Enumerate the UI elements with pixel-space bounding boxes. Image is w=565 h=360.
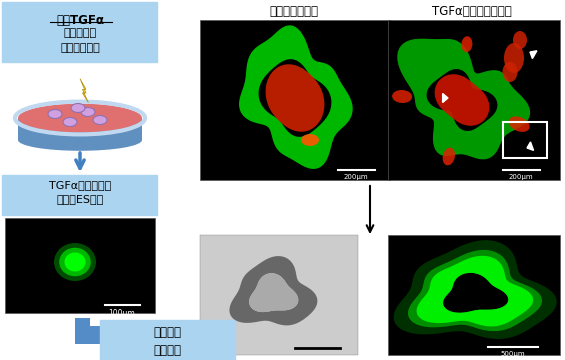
- Polygon shape: [434, 74, 489, 126]
- Ellipse shape: [81, 108, 95, 117]
- Polygon shape: [394, 240, 557, 339]
- Polygon shape: [530, 51, 537, 59]
- Ellipse shape: [502, 62, 518, 82]
- Ellipse shape: [462, 36, 472, 52]
- Ellipse shape: [18, 104, 142, 132]
- Ellipse shape: [504, 43, 524, 73]
- Text: 500μm: 500μm: [501, 351, 525, 357]
- FancyBboxPatch shape: [100, 320, 235, 360]
- Bar: [388, 235, 560, 355]
- Text: 胃組織へ
分化誘導: 胃組織へ 分化誘導: [153, 326, 181, 357]
- FancyBboxPatch shape: [2, 2, 157, 62]
- Ellipse shape: [93, 116, 107, 125]
- Polygon shape: [80, 78, 88, 103]
- Ellipse shape: [63, 117, 77, 126]
- Polygon shape: [249, 273, 298, 312]
- Polygon shape: [416, 256, 533, 327]
- Text: TGFαを過剰発現
させたES細胞: TGFαを過剰発現 させたES細胞: [49, 180, 111, 204]
- Text: 胃がん原因: 胃がん原因: [63, 28, 97, 38]
- FancyBboxPatch shape: [2, 175, 157, 215]
- Ellipse shape: [508, 116, 529, 132]
- Text: 100μm: 100μm: [108, 309, 136, 318]
- Ellipse shape: [442, 148, 455, 165]
- Ellipse shape: [64, 252, 85, 271]
- Text: 通常培養胃組織: 通常培養胃組織: [270, 5, 319, 18]
- Bar: [503, 122, 547, 158]
- Polygon shape: [75, 314, 242, 356]
- Bar: [5, 218, 155, 313]
- Polygon shape: [266, 64, 324, 132]
- Ellipse shape: [301, 134, 319, 146]
- Polygon shape: [18, 118, 142, 140]
- Ellipse shape: [513, 31, 527, 49]
- Polygon shape: [397, 39, 530, 159]
- Ellipse shape: [48, 109, 62, 118]
- Polygon shape: [408, 250, 542, 331]
- Polygon shape: [239, 25, 353, 169]
- Bar: [200, 235, 358, 355]
- Polygon shape: [442, 94, 448, 103]
- Text: 200μm: 200μm: [344, 174, 368, 180]
- Text: ヒトTGFα: ヒトTGFα: [56, 14, 104, 27]
- Text: TGFα過剰発現胃組織: TGFα過剰発現胃組織: [432, 5, 512, 18]
- Ellipse shape: [59, 248, 91, 276]
- Text: 遅伝子の一つ: 遅伝子の一つ: [60, 43, 100, 53]
- Ellipse shape: [54, 243, 96, 281]
- Ellipse shape: [18, 129, 142, 151]
- Ellipse shape: [71, 104, 85, 112]
- Polygon shape: [527, 142, 533, 150]
- Bar: [200, 20, 390, 180]
- Text: 200μm: 200μm: [508, 174, 533, 180]
- Bar: [388, 20, 560, 180]
- Polygon shape: [229, 256, 318, 325]
- Ellipse shape: [392, 90, 412, 103]
